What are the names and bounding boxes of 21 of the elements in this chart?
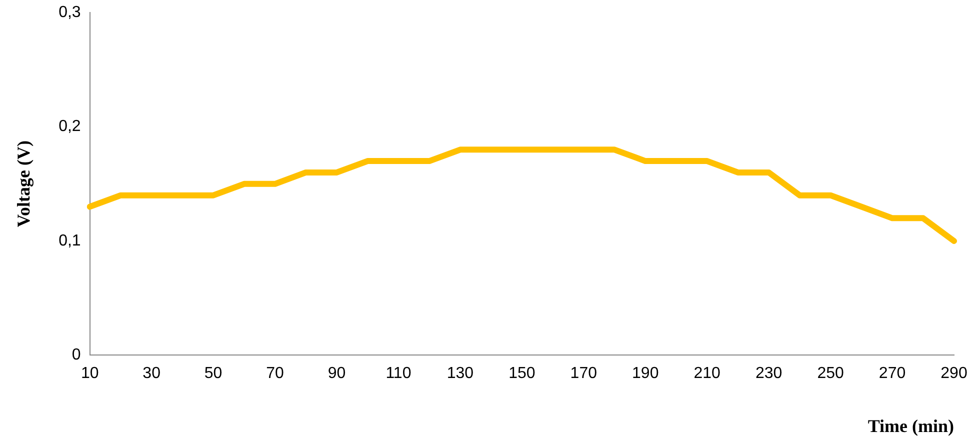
x-tick-label: 110 — [386, 365, 412, 382]
x-tick-label: 210 — [694, 365, 721, 382]
x-tick-label: 230 — [755, 365, 782, 382]
x-tick-label: 190 — [632, 365, 659, 382]
y-tick-label: 0,2 — [58, 118, 81, 136]
x-tick-label: 10 — [80, 365, 99, 382]
x-tick-label: 70 — [266, 365, 284, 382]
x-tick-label: 270 — [878, 365, 906, 382]
x-tick-label: 150 — [508, 365, 536, 382]
x-axis-title: Time (min) — [868, 416, 954, 436]
y-tick-label: 0 — [72, 346, 81, 364]
y-tick-label: 0,1 — [58, 232, 81, 250]
y-tick-label: 0,3 — [58, 4, 81, 22]
x-tick-label: 130 — [446, 365, 474, 382]
x-tick-label: 50 — [204, 365, 222, 382]
x-tick-label: 30 — [142, 365, 161, 382]
x-tick-label: 170 — [570, 365, 598, 382]
y-axis-title: Voltage (V) — [13, 140, 34, 228]
x-tick-label: 290 — [940, 365, 968, 382]
x-tick-label: 250 — [817, 365, 844, 382]
x-tick-label: 90 — [328, 365, 346, 382]
